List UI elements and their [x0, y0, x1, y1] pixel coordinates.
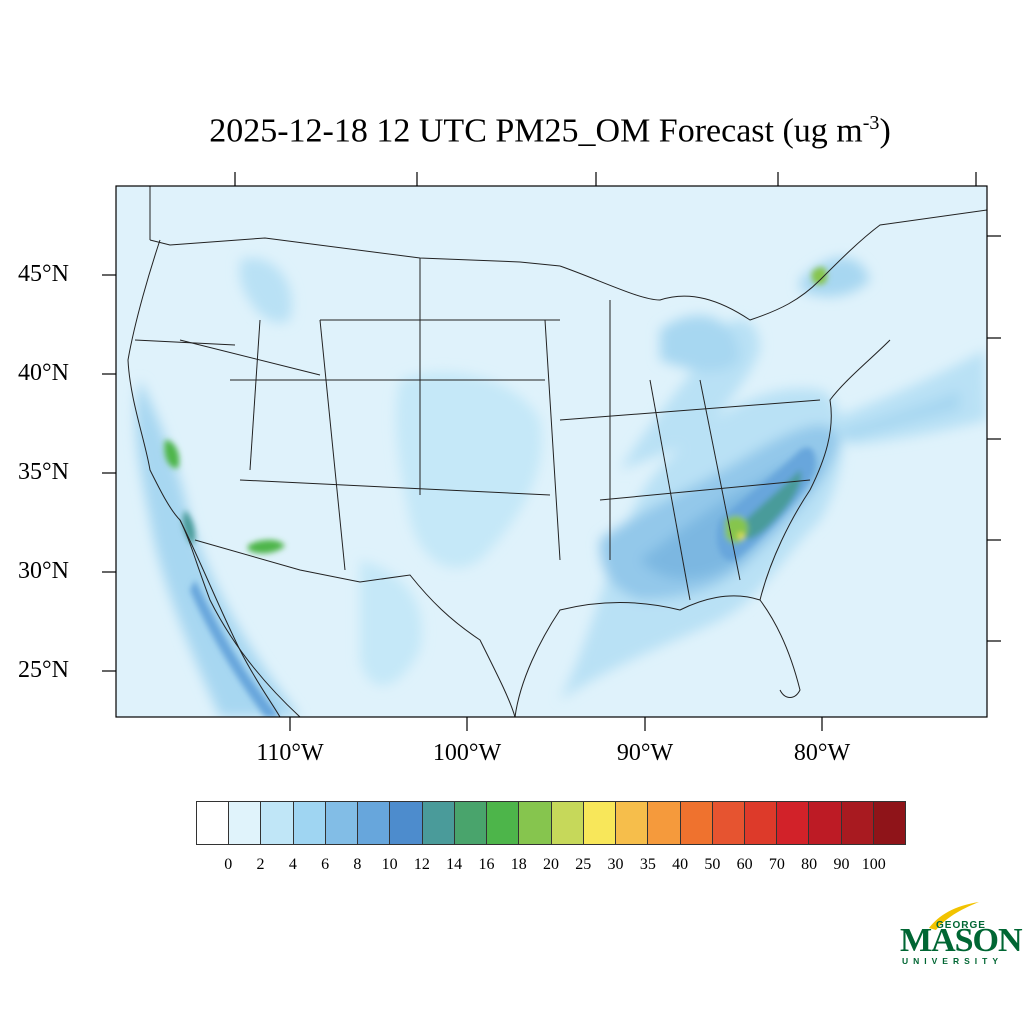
colorbar-label: 16: [478, 856, 495, 873]
colorbar-swatch: [648, 802, 681, 844]
colorbar: [196, 801, 906, 845]
colorbar-swatch: [358, 802, 391, 844]
map-frame: [115, 185, 988, 718]
logo-george: GEORGE: [936, 920, 986, 931]
colorbar-label: 90: [833, 856, 850, 873]
logo-swoosh-icon: [929, 902, 979, 930]
title-unit-exponent: -3: [862, 112, 880, 134]
colorbar-label: 12: [413, 856, 430, 873]
colorbar-label: 60: [736, 856, 753, 873]
colorbar-label: 6: [321, 856, 330, 873]
colorbar-label: 25: [575, 856, 592, 873]
colorbar-label: 100: [861, 856, 886, 873]
title-closing: ): [879, 112, 891, 150]
colorbar-label: 50: [704, 856, 721, 873]
colorbar-label: 20: [543, 856, 559, 873]
title-text: 2025-12-18 12 UTC PM25_OM Forecast (ug m: [209, 112, 863, 150]
colorbar-swatch: [680, 802, 713, 844]
gmu-logo: GEORGE MASON UNIVERSITY: [896, 900, 1023, 970]
colorbar-swatch: [325, 802, 359, 844]
colorbar-labels: 0 2 4 6 8 10 12 14 16 18 20 25 30 35 40 50 60 70 80 90 100: [196, 856, 906, 878]
colorbar-label: 2: [256, 856, 265, 873]
lat-label-40: 40°N: [18, 360, 69, 386]
colorbar-label: 70: [768, 856, 785, 873]
logo-university: UNIVERSITY: [902, 956, 1004, 966]
colorbar-swatch: [261, 802, 294, 844]
lon-label-110w: 110°W: [256, 740, 324, 766]
colorbar-label: 35: [639, 856, 656, 873]
colorbar-swatch: [712, 802, 745, 844]
colorbar-swatch: [616, 802, 649, 844]
lon-label-80w: 80°W: [793, 740, 851, 766]
lat-label-30: 30°N: [18, 558, 69, 584]
colorbar-swatch: [583, 802, 617, 844]
colorbar-label: 8: [353, 856, 362, 873]
colorbar-swatch: [487, 802, 520, 844]
colorbar-swatch: [841, 802, 874, 844]
colorbar-label: 4: [288, 856, 297, 873]
colorbar-label: 10: [381, 856, 398, 873]
colorbar-swatch: [422, 802, 455, 844]
colorbar-label: 0: [224, 856, 233, 873]
colorbar-label: 80: [801, 856, 818, 873]
colorbar-swatch: [293, 802, 326, 844]
colorbar-swatch: [873, 802, 906, 844]
colorbar-swatch: [744, 802, 778, 844]
colorbar-swatch: [551, 802, 584, 844]
colorbar-swatch: [809, 802, 842, 844]
colorbar-label: 30: [607, 856, 624, 873]
political-boundaries: [127, 186, 987, 717]
map-ticks: [102, 172, 1001, 731]
concentration-hotspots: [164, 267, 828, 717]
concentration-field: [135, 257, 987, 717]
colorbar-label: 14: [446, 856, 463, 873]
colorbar-swatch: [390, 802, 423, 844]
colorbar-label: 18: [510, 856, 527, 873]
colorbar-swatch: [197, 802, 230, 844]
colorbar-label: 40: [672, 856, 689, 873]
colorbar-swatch: [229, 802, 262, 844]
lon-label-100w: 100°W: [432, 740, 502, 766]
logo-mason: MASON: [900, 922, 1023, 959]
lat-label-45: 45°N: [18, 261, 69, 287]
colorbar-swatch: [777, 802, 810, 844]
colorbar-swatch: [454, 802, 488, 844]
lat-label-25: 25°N: [18, 657, 69, 683]
lat-label-35: 35°N: [18, 459, 69, 485]
lon-label-90w: 90°W: [616, 740, 674, 766]
chart-title: 2025-12-18 12 UTC PM25_OM Forecast (ug m…: [0, 112, 1024, 150]
colorbar-swatch: [519, 802, 552, 844]
